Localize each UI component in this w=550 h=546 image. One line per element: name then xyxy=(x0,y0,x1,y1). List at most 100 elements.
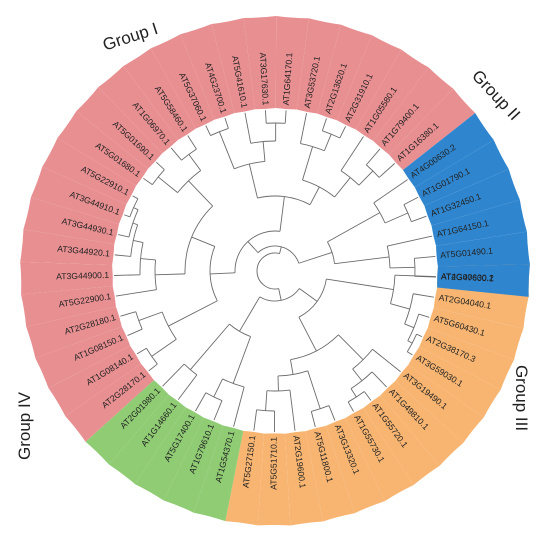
ring-sector xyxy=(65,363,154,442)
ring-sector xyxy=(317,24,372,121)
branch-segment xyxy=(323,133,332,151)
branch-segment xyxy=(339,126,346,139)
branch-segment xyxy=(177,374,198,400)
branch-segment xyxy=(140,258,156,261)
ring-sector xyxy=(325,418,385,514)
branch-segment xyxy=(224,117,229,129)
branch-segment xyxy=(327,212,381,243)
branch-arc xyxy=(302,179,335,198)
branch-segment xyxy=(328,405,336,421)
branch-segment xyxy=(347,401,354,412)
leaf-label: AT5G51710.1 xyxy=(269,437,279,490)
branch-segment xyxy=(298,251,333,264)
branch-segment xyxy=(253,409,258,431)
ring-sector xyxy=(395,364,484,444)
branch-arc xyxy=(139,242,144,275)
branch-segment xyxy=(389,266,415,269)
branch-segment xyxy=(302,146,314,181)
branch-arc xyxy=(209,246,218,302)
ring-sector xyxy=(424,169,520,226)
ring-sector xyxy=(436,231,530,267)
branch-arc xyxy=(403,204,412,222)
ring-sector xyxy=(225,430,264,526)
branch-segment xyxy=(188,180,214,207)
branch-segment xyxy=(151,338,177,357)
leaf-label: AT3G17630.1 xyxy=(258,52,271,106)
branch-arc xyxy=(151,169,165,185)
branch-segment xyxy=(321,118,327,131)
branch-segment xyxy=(262,141,266,162)
branch-arc xyxy=(290,334,339,361)
branch-segment xyxy=(352,368,363,382)
branch-segment xyxy=(307,370,321,409)
branch-segment xyxy=(300,113,307,144)
branch-segment xyxy=(338,334,364,360)
ring-sector xyxy=(180,24,235,120)
branch-arc xyxy=(277,370,308,377)
branch-segment xyxy=(244,112,252,144)
branch-segment xyxy=(265,390,268,411)
branch-segment xyxy=(278,288,282,301)
ring-sector xyxy=(26,306,122,359)
branch-segment xyxy=(213,378,223,398)
branch-segment xyxy=(123,214,130,218)
branch-segment xyxy=(407,351,413,356)
ring-sector xyxy=(243,16,277,110)
branch-segment xyxy=(248,163,258,199)
branch-segment xyxy=(133,239,144,243)
branch-segment xyxy=(118,234,130,238)
branch-segment xyxy=(411,215,427,223)
branch-segment xyxy=(205,125,211,136)
branch-segment xyxy=(413,293,434,298)
branch-arc xyxy=(347,391,365,403)
branch-segment xyxy=(132,195,139,200)
ring-sector xyxy=(275,16,309,110)
branch-arc xyxy=(161,311,177,340)
branch-segment xyxy=(418,313,430,318)
branch-segment xyxy=(378,163,396,178)
branch-arc xyxy=(340,170,360,186)
branch-arc xyxy=(413,258,416,277)
branch-segment xyxy=(232,336,252,384)
leaf-label: AT1G64170.1 xyxy=(281,52,295,106)
branch-arc xyxy=(234,230,281,273)
branch-segment xyxy=(136,347,147,355)
branch-arc xyxy=(386,245,391,268)
ring-sector xyxy=(257,433,291,526)
ring-sector xyxy=(402,113,494,188)
ring-sector xyxy=(98,65,179,154)
branch-arc xyxy=(229,323,251,338)
branch-segment xyxy=(416,333,423,338)
branch-arc xyxy=(350,371,373,389)
branch-segment xyxy=(233,386,245,427)
branch-segment xyxy=(168,300,218,327)
branch-segment xyxy=(155,273,186,276)
ring-sector xyxy=(380,380,464,466)
branch-arc xyxy=(406,333,417,352)
branch-segment xyxy=(191,236,215,247)
branch-segment xyxy=(279,196,285,232)
ring-sector xyxy=(345,407,414,502)
ring-sector xyxy=(108,394,186,485)
branch-segment xyxy=(187,135,197,150)
branch-segment xyxy=(373,179,408,204)
branch-arc xyxy=(128,209,139,238)
branch-segment xyxy=(115,289,157,297)
ring-sector xyxy=(408,346,501,418)
leaf-label: AT4G00630.2 xyxy=(441,271,494,283)
ring-sector xyxy=(23,197,119,245)
ring-sector xyxy=(85,380,169,465)
branch-segment xyxy=(407,340,413,344)
ring-sector xyxy=(284,431,323,526)
branch-segment xyxy=(403,196,419,206)
branch-arc xyxy=(205,392,223,401)
ring-sector xyxy=(20,261,113,295)
branch-arc xyxy=(135,311,143,330)
branch-segment xyxy=(350,388,357,398)
leaf-label: AT3G44900.1 xyxy=(56,270,109,281)
branch-segment xyxy=(279,246,282,254)
branch-segment xyxy=(414,255,436,259)
branch-segment xyxy=(247,241,259,253)
branch-arc xyxy=(311,405,330,412)
ring-sector xyxy=(355,49,429,141)
